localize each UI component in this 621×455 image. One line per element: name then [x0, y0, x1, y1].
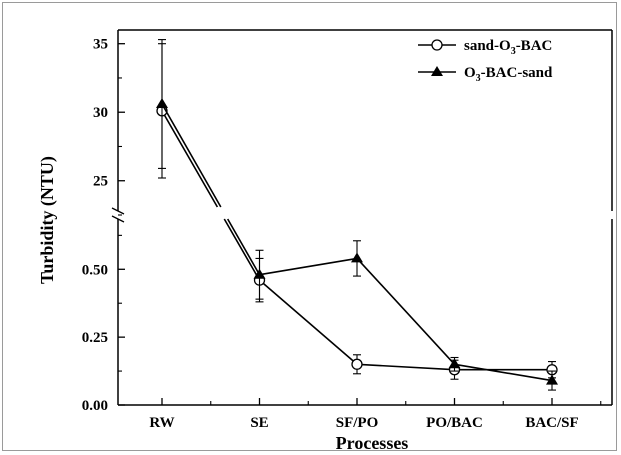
x-tick-label: SE	[250, 415, 268, 431]
series-2	[156, 39, 558, 391]
x-axis-title: Processes	[336, 433, 409, 453]
data-point-triangle	[546, 374, 558, 385]
y-tick-label: 0.00	[82, 398, 108, 414]
legend-label-series-2: O3-BAC-sand	[464, 65, 553, 84]
x-tick-label: BAC/SF	[525, 415, 578, 431]
chart-frame	[2, 2, 617, 451]
y-tick-label: 0.50	[82, 262, 108, 278]
series-line-segment	[223, 218, 261, 281]
series-line-segment	[226, 218, 261, 276]
y-tick-label: 35	[93, 37, 108, 53]
y-axis-title: Turbidity (NTU)	[37, 156, 58, 284]
x-tick-label: RW	[149, 415, 174, 431]
series-line-segment	[454, 363, 553, 382]
series-line-segment	[259, 257, 358, 276]
axis-break-mark	[111, 207, 125, 215]
data-point-triangle	[253, 268, 266, 279]
legend-marker-open-circle	[431, 39, 443, 51]
series-line-segment	[161, 103, 222, 208]
series-line-segment	[161, 110, 219, 208]
series-line-segment	[356, 363, 455, 371]
series-line-segment	[258, 279, 358, 365]
legend-label-series-1: sand-O3-BAC	[464, 38, 552, 57]
data-point-triangle	[156, 98, 168, 108]
x-tick-label: SF/PO	[336, 415, 379, 431]
legend: sand-O3-BAC O3-BAC-sand	[418, 38, 553, 84]
y-tick-label: 0.25	[82, 330, 108, 346]
data-point-circle	[351, 358, 363, 370]
legend-marker-filled-triangle	[431, 66, 443, 76]
y-tick-label: 25	[93, 174, 108, 190]
series-line-segment	[356, 257, 456, 365]
series-1	[156, 43, 558, 380]
axis-break-mark	[111, 215, 125, 223]
data-point-triangle	[448, 358, 461, 369]
y-tick-label: 30	[93, 105, 108, 121]
data-point-triangle	[351, 252, 363, 263]
x-tick-label: PO/BAC	[426, 415, 483, 431]
